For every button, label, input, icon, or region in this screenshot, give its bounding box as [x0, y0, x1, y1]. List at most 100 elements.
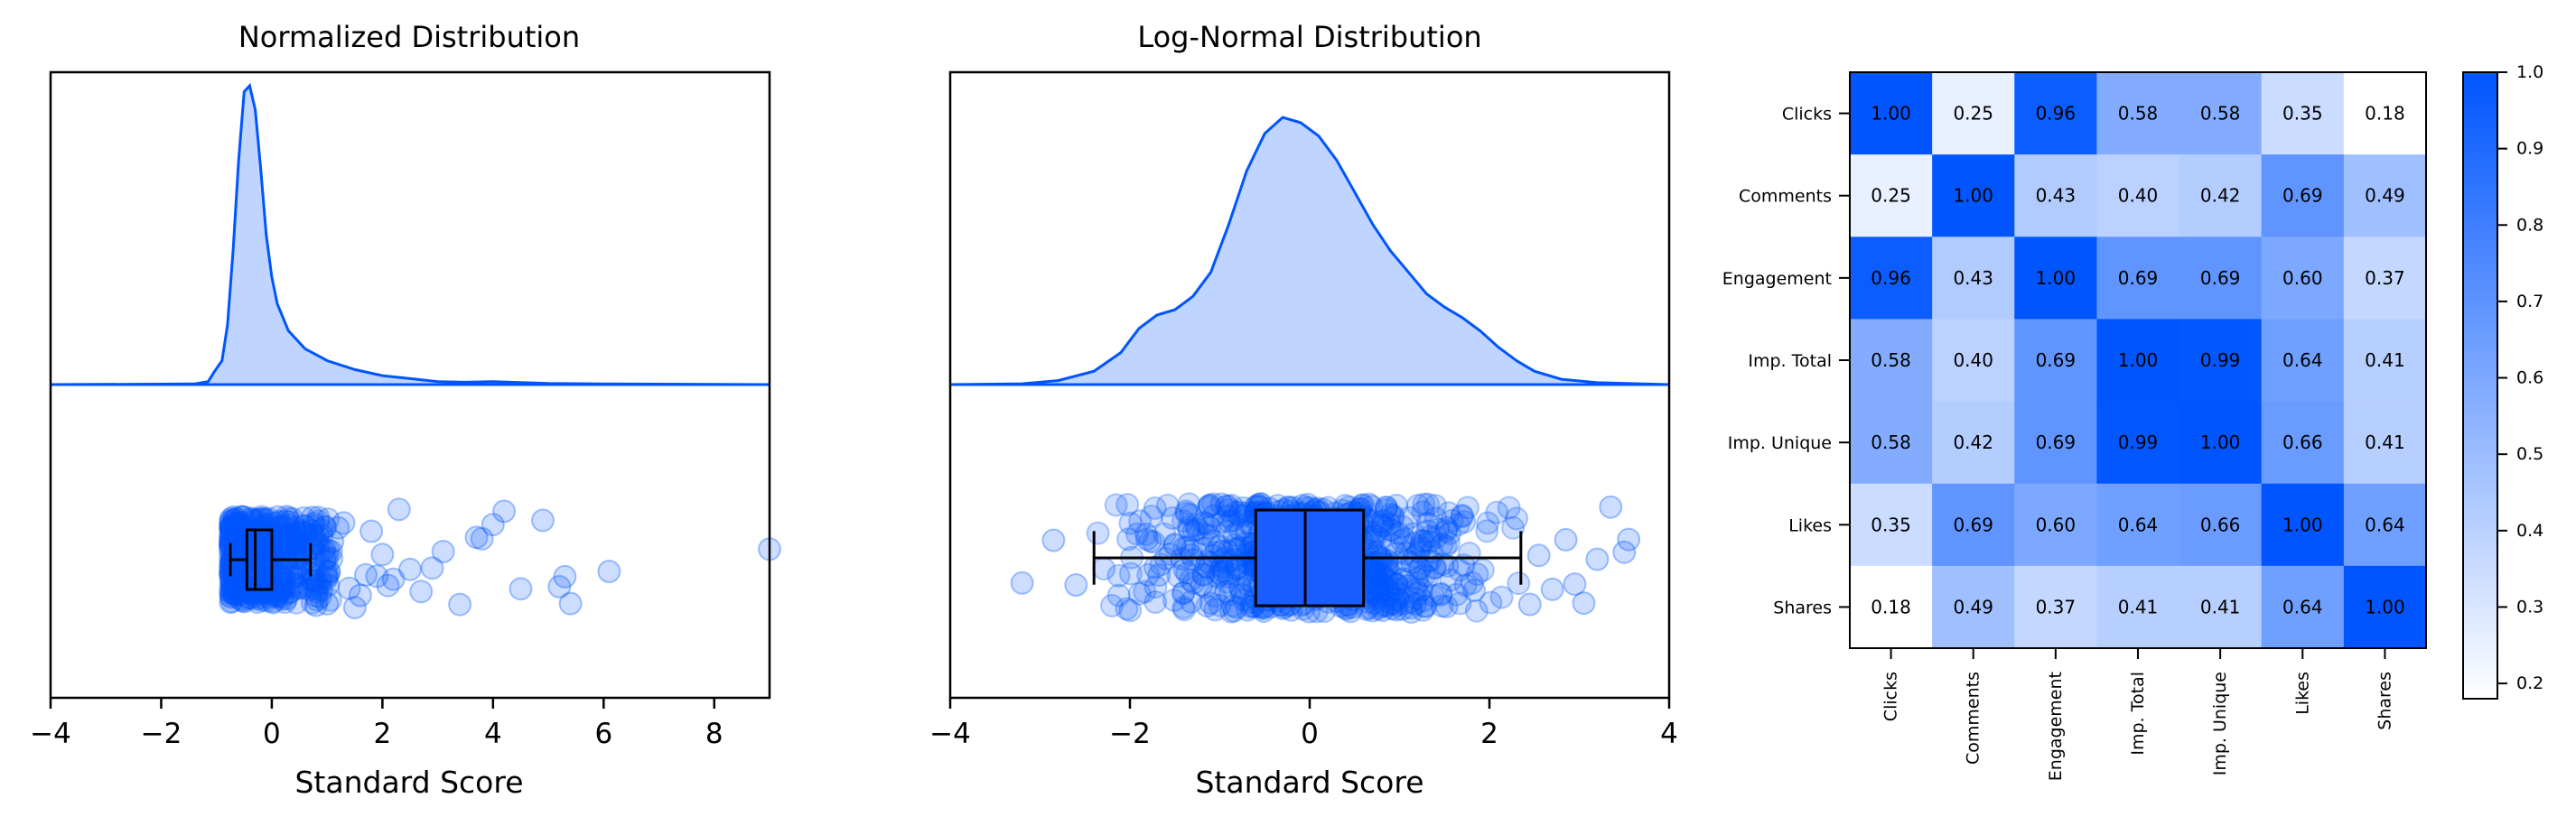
strip-point [228, 573, 252, 598]
strip-point [222, 582, 246, 607]
strip-point [1199, 591, 1223, 616]
x-tick-label: −4 [929, 718, 971, 750]
heatmap-cell-value: 0.49 [1953, 596, 1993, 617]
heatmap-cell-value: 0.43 [2036, 185, 2077, 207]
strip-point [1162, 532, 1187, 556]
strip-point [1193, 575, 1218, 599]
strip-point [281, 564, 305, 589]
outlier-point [531, 508, 555, 533]
strip-point [222, 508, 247, 532]
strip-point [273, 590, 297, 615]
strip-point [306, 524, 331, 549]
outlier-point [354, 562, 378, 587]
strip-point [1375, 496, 1398, 520]
heatmap-cell [1932, 401, 2015, 485]
strip-point [219, 578, 243, 601]
strip-point [1227, 500, 1252, 524]
strip-point [1435, 553, 1460, 578]
strip-point [283, 544, 307, 569]
strip-point [1462, 579, 1487, 603]
strip-point [313, 546, 338, 571]
strip-point [1191, 563, 1216, 588]
strip-point [1227, 503, 1251, 527]
heatmap-cell [1932, 237, 2015, 320]
heatmap-cell [2096, 483, 2180, 567]
chart-panel-normalized: Normalized Distribution −4 −2 0 2 4 6 8 Standa… [30, 20, 781, 800]
heatmap-cell-value: 0.64 [2282, 349, 2323, 371]
strip-point [313, 515, 338, 539]
heatmap-cell [2096, 72, 2180, 155]
strip-point [1195, 594, 1219, 618]
outlier-point [1540, 577, 1564, 601]
heatmap-cell-value: 0.58 [2118, 103, 2159, 125]
strip-point [1386, 587, 1410, 611]
heatmap-cell-value: 0.60 [2282, 267, 2323, 289]
strip-point [1216, 494, 1240, 518]
strip-point [1174, 501, 1199, 525]
row-label: Comments [1739, 187, 1832, 207]
strip-point [267, 525, 292, 550]
strip-point [1158, 543, 1182, 566]
heatmap-cell-value: 0.99 [2200, 349, 2241, 371]
strip-point [1181, 548, 1206, 571]
strip-point [1383, 572, 1407, 597]
strip-point [1086, 521, 1110, 545]
strip-point [1179, 568, 1203, 592]
strip-point [257, 526, 281, 551]
heatmap-cell-value: 0.41 [2365, 432, 2405, 453]
strip-point [1366, 574, 1390, 599]
outlier-point [310, 578, 333, 602]
row-label: Clicks [1782, 105, 1832, 125]
strip-point [1415, 511, 1440, 535]
strip-point [284, 515, 308, 540]
strip-point [1386, 521, 1411, 545]
x-tick-label: 4 [484, 718, 502, 750]
strip-point [1201, 504, 1226, 528]
heatmap-cell-value: 1.00 [2200, 432, 2241, 453]
strip-point [226, 572, 250, 596]
strip-point [1115, 493, 1140, 516]
strip-point [1171, 509, 1195, 534]
strip-point [219, 516, 243, 540]
strip-point [1489, 585, 1514, 609]
strip-point [300, 557, 324, 581]
strip-point [278, 524, 303, 548]
strip-point [1177, 517, 1201, 542]
heatmap-cell-value: 0.42 [1953, 432, 1993, 453]
heatmap-cell [2261, 72, 2345, 155]
strip-point [1171, 580, 1196, 605]
x-tick-label: −2 [141, 718, 182, 750]
strip-point [276, 506, 301, 530]
heatmap-cell-value: 0.64 [2365, 514, 2405, 535]
strip-point [1415, 564, 1440, 589]
outlier-point [470, 526, 494, 551]
strip-point [228, 575, 252, 599]
x-tick-label: −2 [1109, 718, 1151, 750]
strip-point [256, 532, 280, 555]
heatmap-cell [2261, 237, 2345, 320]
strip-point [1139, 505, 1163, 528]
strip-point [1379, 592, 1403, 616]
strip-point [1227, 575, 1252, 599]
strip-point [1180, 538, 1204, 562]
strip-point [1216, 564, 1240, 589]
heatmap-cell-value: 0.37 [2365, 267, 2405, 289]
strip-point [1190, 536, 1215, 561]
heatmap-cell [2261, 483, 2345, 567]
strip-point [303, 584, 328, 608]
strip-point [226, 515, 250, 540]
strip-point [1366, 586, 1390, 610]
strip-point [306, 506, 331, 530]
strip-point [1236, 598, 1260, 622]
strip-point [1179, 543, 1203, 567]
strip-point [1198, 493, 1222, 517]
kde-line [50, 82, 770, 386]
strip-point [1456, 496, 1479, 520]
strip-point [299, 518, 323, 543]
strip-point [1219, 493, 1244, 517]
strip-point [1476, 511, 1500, 535]
outlier-point [553, 564, 577, 589]
strip-point [253, 580, 276, 605]
strip-point [278, 580, 303, 604]
heatmap-cell [1850, 237, 1933, 320]
